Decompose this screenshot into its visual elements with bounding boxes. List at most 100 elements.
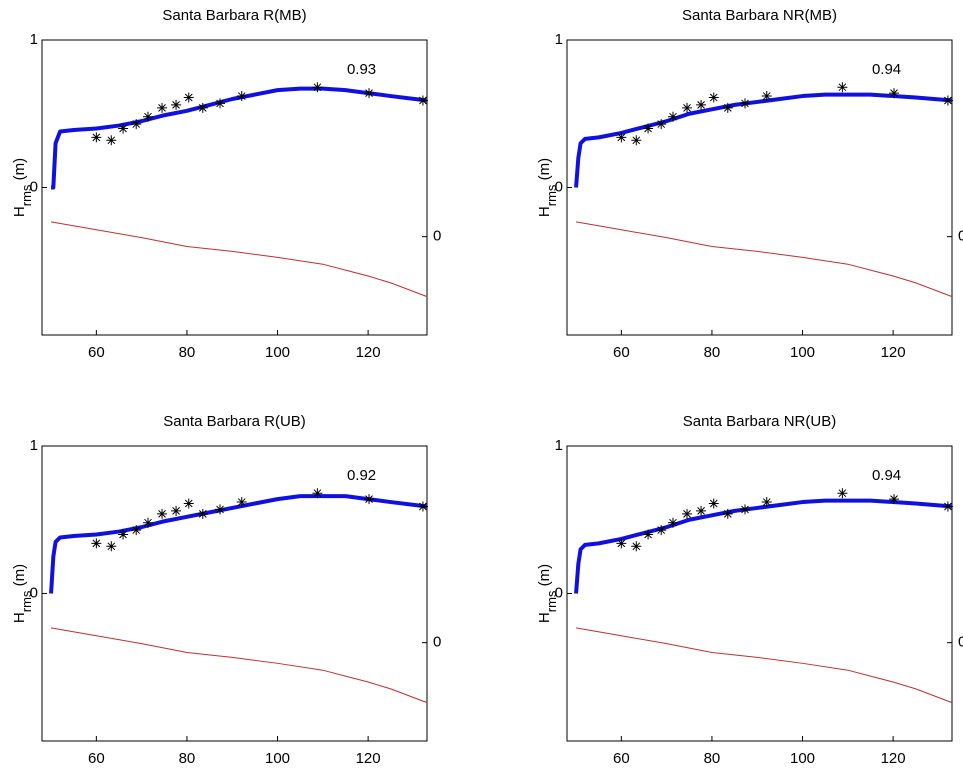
data-point: [889, 88, 900, 99]
y-axis-label-part: rms: [19, 184, 34, 206]
y-tick-label: 0: [555, 178, 563, 195]
x-tick-label: 80: [179, 344, 196, 361]
data-point: [197, 508, 208, 519]
y2-tick-label: 0: [433, 228, 441, 245]
data-point: [616, 132, 627, 143]
model-line: [574, 92, 953, 188]
x-tick-label: 120: [356, 344, 381, 361]
chart-title: Santa Barbara NR(MB): [682, 7, 837, 24]
annotation: 0.93: [347, 61, 376, 78]
data-point: [131, 119, 142, 130]
model-line: [574, 498, 953, 594]
secondary-line: [50, 627, 428, 704]
data-point: [656, 119, 667, 130]
y-axis-label-part: (m): [536, 158, 553, 185]
y-axis-label: Hrms (m): [536, 158, 559, 217]
data-point: [643, 529, 654, 540]
data-point: [118, 123, 129, 134]
plot-area: [41, 445, 428, 742]
data-point: [312, 488, 323, 499]
y-axis-label: Hrms (m): [11, 158, 34, 217]
data-point: [364, 88, 375, 99]
data-point: [761, 91, 772, 102]
y-axis-label-part: H: [536, 612, 553, 623]
data-point: [942, 501, 953, 512]
y-axis-label-part: rms: [19, 590, 34, 612]
data-point: [215, 504, 226, 515]
y-tick-label: 0: [555, 584, 563, 601]
x-tick-label: 100: [790, 750, 815, 767]
data-point: [157, 508, 168, 519]
data-point: [118, 529, 129, 540]
data-point: [696, 505, 707, 516]
data-point: [236, 497, 247, 508]
data-point: [131, 525, 142, 536]
data-point: [837, 82, 848, 93]
data-point: [942, 95, 953, 106]
y-tick-label: 0: [30, 584, 38, 601]
data-point: [616, 538, 627, 549]
data-point: [91, 132, 102, 143]
data-point: [142, 517, 153, 528]
chart-title: Santa Barbara R(MB): [162, 7, 306, 24]
data-point: [708, 498, 719, 509]
data-point: [417, 501, 428, 512]
plot-area: [41, 39, 428, 336]
x-tick-label: 120: [881, 750, 906, 767]
x-tick-label: 100: [790, 344, 815, 361]
secondary-line: [575, 221, 953, 298]
data-point: [667, 111, 678, 122]
y2-tick-label: 0: [433, 634, 441, 651]
data-point: [708, 92, 719, 103]
x-tick-label: 80: [704, 750, 721, 767]
y-tick-label: 0: [30, 178, 38, 195]
x-tick-label: 80: [179, 750, 196, 767]
y2-tick-label: 0: [958, 634, 963, 651]
y-axis-label-part: H: [536, 206, 553, 217]
y-axis-label-part: (m): [536, 564, 553, 591]
data-point: [312, 82, 323, 93]
y-axis-label-part: H: [11, 612, 28, 623]
y2-tick-label: 0: [958, 228, 963, 245]
model-line: [49, 494, 428, 594]
plot-area: [566, 39, 953, 336]
data-point: [197, 102, 208, 113]
y-tick-label: 1: [30, 437, 38, 454]
annotation: 0.94: [872, 467, 901, 484]
secondary-line: [575, 627, 953, 704]
data-point: [656, 525, 667, 536]
data-point: [364, 494, 375, 505]
y-axis-label: Hrms (m): [536, 564, 559, 623]
subplot: Santa Barbara NR(UB) Hrms (m) 60 80 100 120 0 1…: [536, 413, 963, 767]
data-point: [740, 504, 751, 515]
data-point: [761, 497, 772, 508]
data-point: [183, 498, 194, 509]
y-axis-label-part: (m): [11, 158, 28, 185]
data-point: [682, 102, 693, 113]
data-point: [682, 508, 693, 519]
data-point: [667, 517, 678, 528]
data-point: [889, 494, 900, 505]
data-point: [171, 99, 182, 110]
data-point: [722, 102, 733, 113]
subplot: Santa Barbara NR(MB) Hrms (m) 60 80 100 120 0 1…: [536, 7, 963, 361]
subplot: Santa Barbara R(MB) Hrms (m) 60 80 100 120 0 1 0…: [11, 7, 441, 361]
subplot: Santa Barbara R(UB) Hrms (m) 60 80 100 120 0 1 0…: [11, 413, 441, 767]
y-axis-label: Hrms (m): [11, 564, 34, 623]
y-tick-label: 1: [555, 31, 563, 48]
x-tick-label: 100: [265, 344, 290, 361]
data-point: [696, 99, 707, 110]
annotation: 0.92: [347, 467, 376, 484]
y-axis-label-part: rms: [544, 590, 559, 612]
y-tick-label: 1: [30, 31, 38, 48]
data-point: [106, 135, 117, 146]
data-point: [215, 98, 226, 109]
data-point: [157, 102, 168, 113]
x-tick-label: 100: [265, 750, 290, 767]
data-point: [171, 505, 182, 516]
data-point: [183, 92, 194, 103]
data-point: [740, 98, 751, 109]
data-point: [236, 91, 247, 102]
x-tick-label: 60: [88, 344, 105, 361]
